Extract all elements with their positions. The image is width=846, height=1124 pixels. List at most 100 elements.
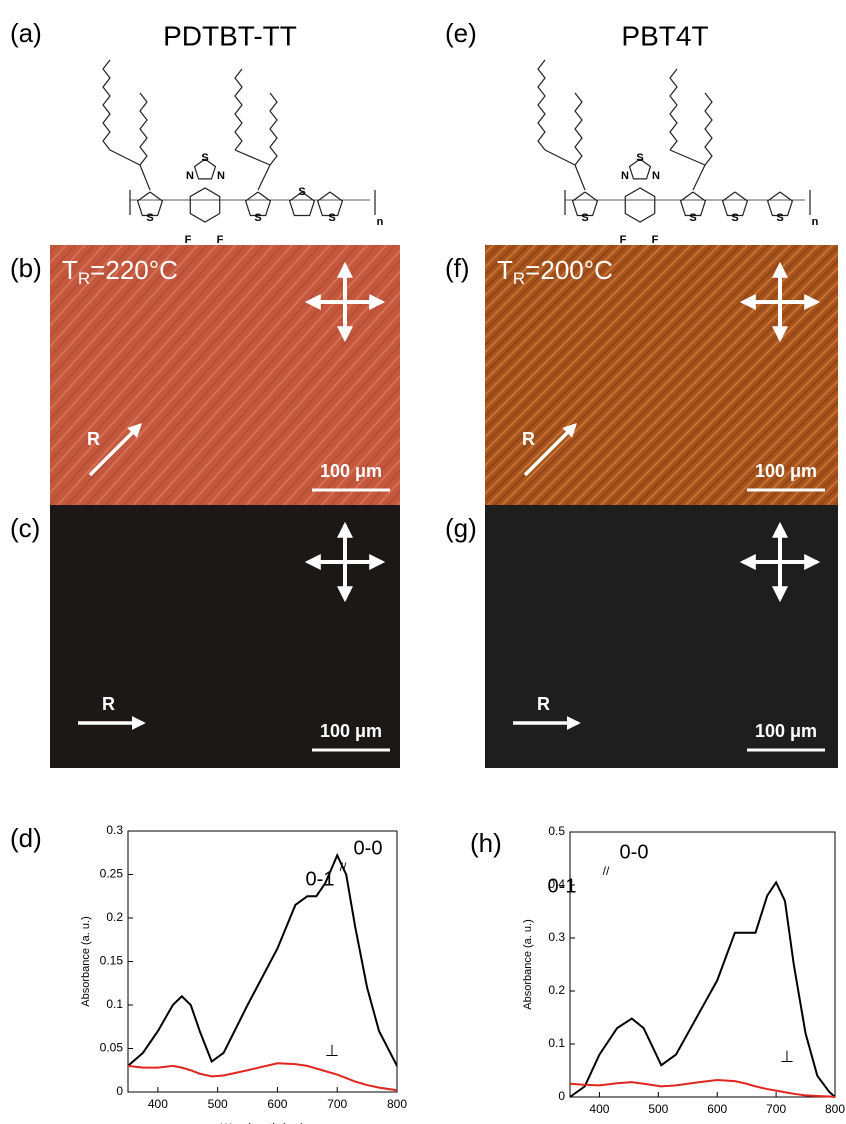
x-tick-label: 700 (766, 1102, 786, 1116)
temp-subscript: R (78, 269, 90, 288)
bond (537, 59, 546, 151)
bond (139, 164, 151, 191)
y-tick-label: 0.1 (106, 997, 123, 1011)
annotation: 0-0 (620, 841, 649, 863)
atom-label: S (146, 212, 153, 224)
bond (109, 149, 141, 166)
annotation: 0-0 (354, 837, 383, 859)
bond (574, 164, 586, 191)
bond (288, 191, 316, 217)
y-tick-label: 0 (116, 1084, 123, 1098)
x-tick-label: 800 (387, 1097, 407, 1111)
x-axis-label: Wavelength (nm) (221, 1122, 304, 1124)
x-tick-label: 600 (707, 1102, 727, 1116)
atom-label: F (217, 234, 224, 246)
atom-label: F (652, 234, 659, 246)
bond (234, 68, 243, 151)
atom-label: S (254, 212, 261, 224)
annotation: ⊥ (325, 1043, 339, 1060)
bond (136, 191, 164, 217)
temp-symbol: T (497, 255, 513, 285)
temperature: TR=200°C (497, 255, 613, 289)
bond (193, 158, 217, 180)
y-tick-label: 0.25 (100, 867, 124, 881)
atom-label: N (652, 170, 660, 182)
absorbance-line (127, 852, 398, 1067)
bond (189, 187, 221, 223)
bond (704, 92, 713, 166)
panel-label: (g) (445, 513, 477, 543)
bond (628, 158, 652, 180)
annotation: 0-1 (306, 868, 335, 890)
panel-label: (h) (470, 828, 502, 858)
annotation: 0-1 (548, 875, 577, 897)
rubbing-label: R (87, 429, 100, 449)
rubbing-label: R (102, 694, 115, 714)
absorbance-line (569, 1079, 836, 1098)
annotation: // (603, 864, 610, 878)
bond (234, 149, 271, 166)
absorbance-line (127, 1062, 398, 1092)
bond (257, 164, 271, 191)
panel-label: (d) (10, 823, 42, 853)
bond (102, 59, 111, 151)
temp-value: =200°C (525, 255, 613, 285)
atom-label: N (186, 170, 194, 182)
atom-label: S (328, 212, 335, 224)
plot-frame (127, 830, 398, 1093)
annotation: ⊥ (780, 1049, 794, 1066)
bond (269, 92, 278, 166)
bond (139, 92, 148, 166)
bond (692, 164, 706, 191)
rubbing-arrow (523, 423, 577, 477)
temperature: TR=220°C (62, 255, 178, 289)
panel-label: (f) (445, 253, 470, 283)
y-axis-label: Absorbance (a. u.) (522, 919, 534, 1010)
scale-bar-label: 100 μm (755, 461, 817, 481)
annotation: // (340, 860, 347, 874)
rubbing-label: R (537, 694, 550, 714)
panel-label: (e) (445, 18, 477, 48)
atom-label: N (621, 170, 629, 182)
y-tick-label: 0.5 (548, 824, 565, 838)
y-tick-label: 0.3 (106, 823, 123, 837)
x-tick-label: 700 (327, 1097, 347, 1111)
y-tick-label: 0.05 (100, 1041, 124, 1055)
atom-label: S (298, 186, 305, 198)
absorbance-line (569, 880, 836, 1098)
x-tick-label: 600 (267, 1097, 287, 1111)
y-tick-label: 0.15 (100, 954, 124, 968)
bond (721, 191, 749, 217)
bond (544, 149, 576, 166)
x-tick-label: 400 (589, 1102, 609, 1116)
scale-bar-label: 100 μm (755, 721, 817, 741)
bond (574, 92, 583, 166)
y-tick-label: 0.3 (548, 930, 565, 944)
x-tick-label: 500 (208, 1097, 228, 1111)
atom-label: n (812, 216, 819, 228)
temp-symbol: T (62, 255, 78, 285)
atom-label: S (689, 212, 696, 224)
atom-label: n (377, 216, 384, 228)
panel-label: (a) (10, 18, 42, 48)
scale-bar-label: 100 μm (320, 721, 382, 741)
atom-label: F (620, 234, 627, 246)
y-tick-label: 0.2 (106, 910, 123, 924)
x-tick-label: 400 (148, 1097, 168, 1111)
bond (571, 191, 599, 217)
y-axis-label: Absorbance (a. u.) (80, 916, 92, 1007)
temp-value: =220°C (90, 255, 178, 285)
y-tick-label: 0.2 (548, 983, 565, 997)
atom-label: S (201, 152, 208, 164)
bond (679, 191, 707, 217)
bond (624, 187, 656, 223)
atom-label: F (185, 234, 192, 246)
bond (316, 191, 344, 217)
y-tick-label: 0.1 (548, 1036, 565, 1050)
atom-label: N (217, 170, 225, 182)
bond (669, 149, 706, 166)
y-tick-label: 0 (558, 1089, 565, 1103)
plot-frame (569, 831, 836, 1098)
bond (766, 191, 794, 217)
